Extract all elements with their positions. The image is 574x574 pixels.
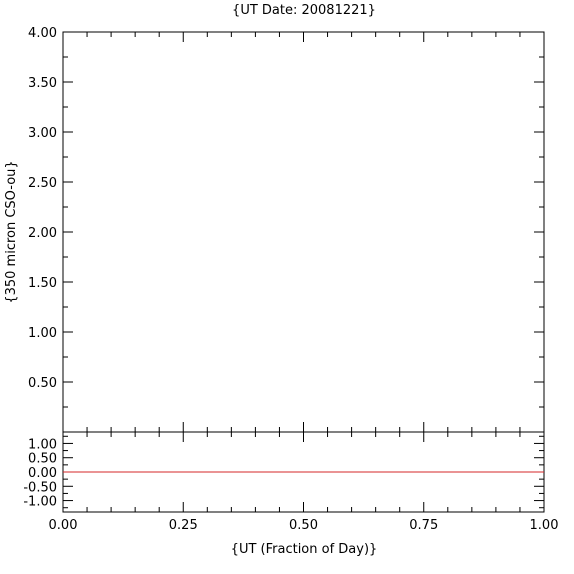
chart-title: {UT Date: 20081221}: [232, 3, 376, 18]
y-tick-label: 4.00: [28, 26, 57, 41]
y-tick-label: 0.50: [28, 376, 57, 391]
y-tick-label: 1.00: [28, 326, 57, 341]
y-tick-label: 3.50: [28, 76, 57, 91]
y-tick-label: 0.50: [28, 452, 57, 467]
x-tick-label: 0.50: [289, 518, 318, 533]
y-axis-label: {350 micron CSO-ou}: [4, 160, 19, 303]
y-tick-label: 0.00: [28, 466, 57, 481]
y-tick-label: 2.00: [28, 226, 57, 241]
y-tick-label: 3.00: [28, 126, 57, 141]
y-tick-label: -1.00: [23, 495, 57, 510]
x-tick-label: 0.75: [409, 518, 438, 533]
x-tick-label: 1.00: [530, 518, 559, 533]
x-tick-label: 0.25: [169, 518, 198, 533]
main-plot-frame: [62, 31, 545, 433]
x-tick-label: 0.00: [49, 518, 78, 533]
y-tick-label: -0.50: [23, 480, 57, 495]
y-tick-label: 2.50: [28, 176, 57, 191]
y-tick-label: 1.50: [28, 276, 57, 291]
x-axis-label: {UT (Fraction of Day)}: [231, 542, 378, 557]
y-tick-label: 1.00: [28, 437, 57, 452]
